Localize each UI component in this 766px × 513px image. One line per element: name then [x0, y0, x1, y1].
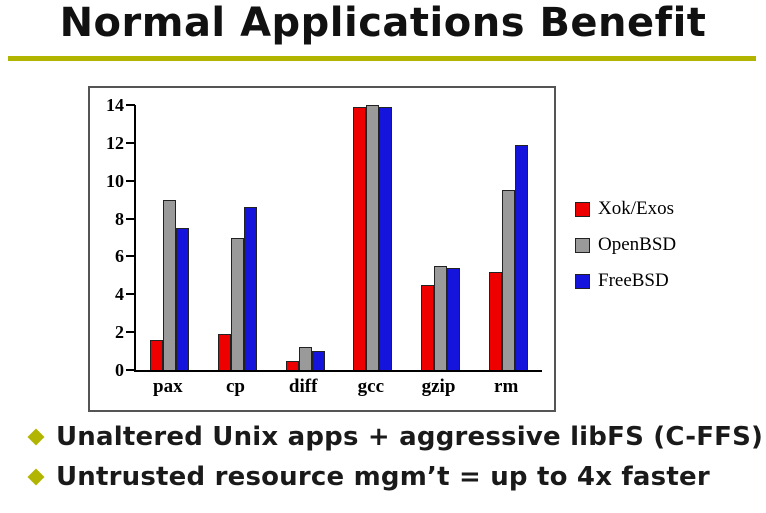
- legend-swatch-icon: [575, 201, 590, 217]
- bar-group-pax: [150, 105, 190, 370]
- title-underline: [8, 56, 756, 61]
- diamond-bullet-icon: [27, 468, 45, 486]
- y-tick-label: 6: [115, 246, 124, 267]
- bar-Xok/Exos-gzip: [420, 284, 434, 370]
- diamond-bullet-icon: [27, 428, 45, 446]
- y-tick-label: 12: [106, 132, 124, 153]
- bar-Xok/Exos-rm: [488, 271, 502, 370]
- legend-item-OpenBSD: OpenBSD: [575, 234, 676, 256]
- y-tick-label: 10: [106, 170, 124, 191]
- bar-group-rm: [488, 105, 528, 370]
- x-category-label: gcc: [357, 376, 385, 397]
- bar-OpenBSD-diff: [298, 347, 312, 370]
- bar-OpenBSD-pax: [163, 199, 177, 370]
- y-tick-label: 2: [115, 322, 124, 343]
- y-tick-mark: [126, 369, 135, 371]
- chart-legend: Xok/Exos OpenBSD FreeBSD: [575, 198, 676, 292]
- legend-label: FreeBSD: [598, 270, 669, 291]
- legend-label: OpenBSD: [598, 234, 677, 255]
- x-category-label: rm: [494, 376, 519, 397]
- bar-group-diff: [285, 105, 325, 370]
- bar-FreeBSD-pax: [176, 228, 190, 370]
- y-tick-label: 14: [106, 95, 124, 115]
- bullet-text: Untrusted resource mgm’t = up to 4x fast…: [56, 462, 710, 492]
- bar-FreeBSD-gzip: [446, 267, 460, 370]
- plot-area: 0 2 4 6 8 10 12 14: [106, 95, 542, 380]
- y-tick-label: 4: [115, 284, 124, 305]
- bar-OpenBSD-rm: [501, 190, 515, 370]
- y-tick-mark: [126, 179, 135, 182]
- bar-FreeBSD-gcc: [379, 106, 393, 370]
- y-tick-mark: [126, 255, 135, 258]
- y-tick-mark: [126, 217, 135, 220]
- bar-FreeBSD-cp: [243, 207, 257, 370]
- y-tick-mark: [126, 104, 135, 106]
- legend-label: Xok/Exos: [598, 198, 674, 219]
- bar-group-gzip: [420, 105, 460, 370]
- bar-chart: 0 2 4 6 8 10 12 14 pax cp diff gcc gzip rm: [88, 86, 556, 412]
- bar-OpenBSD-gcc: [366, 105, 380, 370]
- bar-Xok/Exos-cp: [217, 334, 231, 370]
- y-tick-mark: [126, 331, 135, 334]
- y-tick-mark: [126, 293, 135, 296]
- x-category-label: cp: [226, 376, 245, 397]
- legend-swatch-icon: [575, 237, 590, 253]
- bar-Xok/Exos-gcc: [353, 106, 367, 370]
- bar-FreeBSD-rm: [514, 144, 528, 370]
- bullet-list: Unaltered Unix apps + aggressive libFS (…: [27, 422, 764, 492]
- bullet-item: Untrusted resource mgm’t = up to 4x fast…: [27, 462, 763, 492]
- y-tick-label: 8: [115, 208, 124, 229]
- x-category-label: diff: [288, 376, 318, 397]
- bar-Xok/Exos-pax: [150, 339, 164, 370]
- y-tick-label: 0: [115, 360, 124, 380]
- bullet-item: Unaltered Unix apps + aggressive libFS (…: [27, 422, 764, 452]
- x-category-label: pax: [153, 376, 183, 397]
- legend-item-Xok/Exos: Xok/Exos: [575, 198, 676, 220]
- bar-OpenBSD-gzip: [433, 265, 447, 370]
- y-tick-mark: [126, 141, 135, 144]
- bullet-text: Unaltered Unix apps + aggressive libFS (…: [56, 422, 764, 452]
- bar-FreeBSD-diff: [311, 351, 325, 370]
- legend-item-FreeBSD: FreeBSD: [575, 270, 676, 292]
- slide-title: Normal Applications Benefit: [59, 0, 707, 46]
- bar-group-cp: [217, 105, 257, 370]
- bar-OpenBSD-cp: [230, 237, 244, 370]
- bar-Xok/Exos-diff: [285, 360, 299, 370]
- legend-swatch-icon: [575, 273, 590, 289]
- x-category-label: gzip: [421, 376, 456, 397]
- bar-group-gcc: [353, 105, 393, 370]
